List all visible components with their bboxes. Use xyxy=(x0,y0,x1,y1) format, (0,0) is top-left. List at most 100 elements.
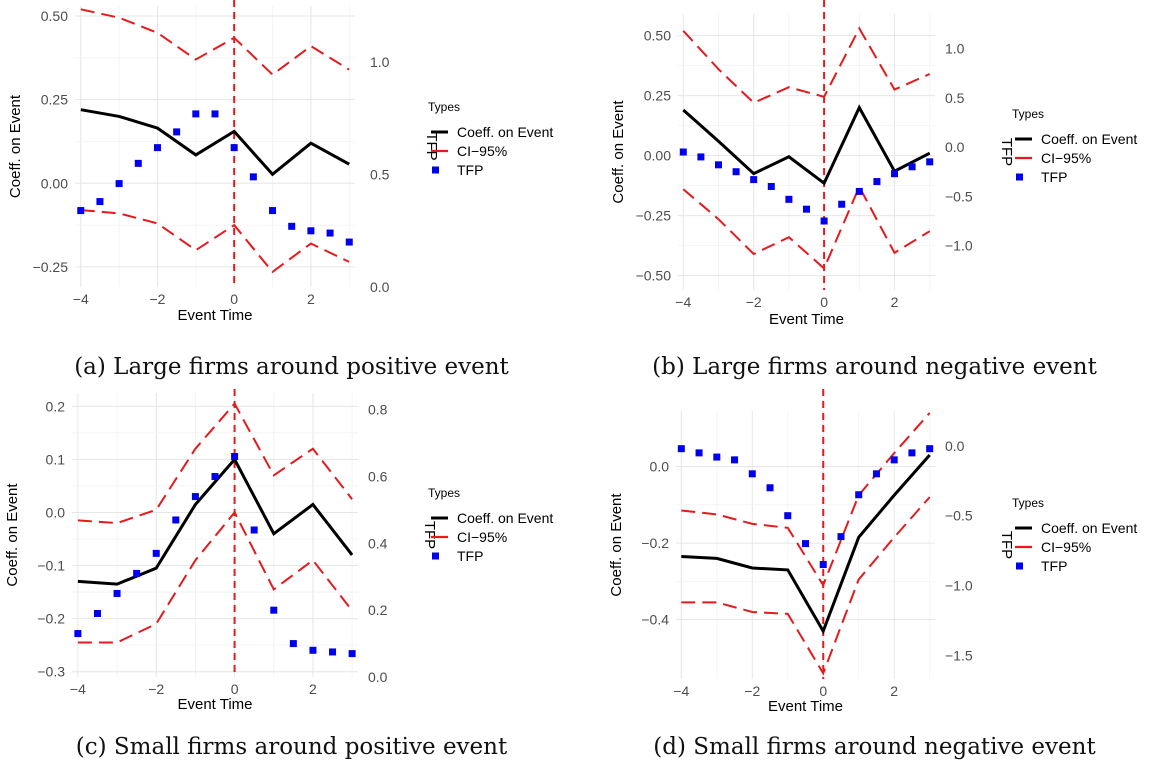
x-tick-label: −2 xyxy=(744,683,760,699)
x-axis-title: Event Time xyxy=(769,311,844,328)
tfp-point xyxy=(908,163,916,171)
y-axis-title: Coeff. on Event xyxy=(608,493,625,597)
legend-title: Types xyxy=(428,100,460,114)
tfp-point xyxy=(192,110,200,118)
chart-d: −0.4 −0.2 0.0 −1.5 −1.0 −0.5 0.0 −4 −2 0 2 Event Ti… xyxy=(608,389,1137,715)
tfp-point xyxy=(803,205,810,213)
tfp-point xyxy=(926,158,934,166)
tfp-point xyxy=(326,229,334,237)
y-tick-label: 0.25 xyxy=(644,88,671,104)
tfp-point xyxy=(211,110,219,118)
grid xyxy=(678,14,935,290)
x-tick-label: 0 xyxy=(820,294,828,310)
x-axis-title: Event Time xyxy=(177,696,252,713)
y2-tick-label: 0.5 xyxy=(370,167,390,183)
legend-label: TFP xyxy=(1041,169,1067,185)
tfp-point xyxy=(309,646,317,654)
tfp-point xyxy=(93,610,101,618)
caption-b: (b) Large firms around negative event xyxy=(652,354,1097,380)
tfp-point xyxy=(270,606,278,614)
tfp-point xyxy=(872,470,880,478)
tfp-point xyxy=(873,178,881,186)
tfp-point xyxy=(172,516,180,524)
y2-tick-label: 1.0 xyxy=(370,54,390,70)
tfp-point xyxy=(855,187,863,195)
tfp-point xyxy=(250,526,258,534)
ci-upper-line xyxy=(77,401,353,525)
tfp-point xyxy=(77,207,85,215)
y-tick-label: 0.2 xyxy=(46,398,66,414)
y2-tick-label: 0.6 xyxy=(368,469,388,485)
tfp-point xyxy=(113,589,121,597)
y-tick-label: −0.25 xyxy=(33,259,69,275)
tfp-point xyxy=(677,445,685,453)
y-tick-label: 0.00 xyxy=(644,148,671,164)
y2-tick-label: −0.5 xyxy=(945,188,973,204)
tfp-point xyxy=(767,183,775,190)
y2-tick-label: 0.0 xyxy=(370,279,390,295)
x-tick-label: −2 xyxy=(746,294,762,310)
y2-tick-label: 0.0 xyxy=(368,669,388,685)
legend-label: CI−95% xyxy=(457,143,507,159)
y2-tick-label: 0.2 xyxy=(368,602,388,618)
legend-label: CI−95% xyxy=(1041,150,1091,166)
legend-key-tfp xyxy=(432,552,439,560)
tfp-point xyxy=(748,470,756,478)
ci-lower-line xyxy=(77,510,353,644)
y-tick-label: −0.4 xyxy=(641,612,669,628)
tfp-point xyxy=(713,453,721,461)
y2-tick-label: 0.4 xyxy=(368,535,388,551)
y-tick-label: −0.3 xyxy=(37,664,65,680)
x-tick-label: −2 xyxy=(148,681,164,697)
tfp-point xyxy=(837,533,845,541)
tfp-point xyxy=(115,180,123,188)
tfp-point xyxy=(750,176,758,184)
x-tick-label: 0 xyxy=(819,683,827,699)
tfp-point xyxy=(838,200,846,208)
y2-tick-label: −0.5 xyxy=(945,508,973,524)
tfp-point xyxy=(820,217,828,225)
y2-tick-label: 0.0 xyxy=(945,438,965,454)
tfp-point xyxy=(679,148,687,156)
y2-tick-label: 0.0 xyxy=(945,139,965,155)
ci-upper-line xyxy=(681,412,931,588)
y-tick-label: −0.2 xyxy=(641,535,669,551)
legend-label: CI−95% xyxy=(1041,539,1091,555)
legend-title: Types xyxy=(1012,107,1044,121)
tfp-point xyxy=(134,159,142,167)
tfp-point xyxy=(249,173,257,181)
x-tick-label: −4 xyxy=(673,683,689,699)
y-tick-label: 0.0 xyxy=(650,459,670,475)
y-axis-title: Coeff. on Event xyxy=(610,100,627,204)
x-tick-label: 2 xyxy=(890,683,898,699)
tfp-point xyxy=(855,491,863,499)
legend-label: Coeff. on Event xyxy=(1041,131,1137,147)
legend-label: Coeff. on Event xyxy=(457,124,553,140)
tfp-point xyxy=(766,484,774,492)
y2-axis-title: TFP xyxy=(423,132,440,160)
legend-label: TFP xyxy=(457,548,483,564)
coeff-line xyxy=(77,456,354,586)
legend: Types Coeff. on Event CI−95% TFP xyxy=(1012,496,1137,574)
x-tick-label: 2 xyxy=(891,294,899,310)
legend-title: Types xyxy=(1012,496,1044,510)
legend-label: TFP xyxy=(457,162,483,178)
coeff-line xyxy=(682,104,931,186)
tfp-point xyxy=(890,456,898,464)
chart-c: −0.3 −0.2 −0.1 0.0 0.1 0.2 0.0 0.2 0.4 0.6 0.8 −4 −2… xyxy=(4,389,553,713)
y-tick-label: −0.25 xyxy=(636,208,672,224)
tfp-point xyxy=(211,473,219,481)
tfp-point xyxy=(784,512,792,520)
tfp-point xyxy=(230,144,238,152)
y2-axis-title: TFP xyxy=(998,138,1015,166)
ci-upper-line xyxy=(682,26,931,104)
y2-tick-label: −1.0 xyxy=(945,577,973,593)
x-tick-label: 2 xyxy=(309,681,317,697)
legend-title: Types xyxy=(428,486,460,500)
panel-c: −0.3 −0.2 −0.1 0.0 0.1 0.2 0.0 0.2 0.4 0.6 0.8 −4 −2… xyxy=(0,389,583,778)
x-axis-title: Event Time xyxy=(768,698,843,715)
y-tick-label: −0.1 xyxy=(37,558,65,574)
x-tick-label: −4 xyxy=(73,291,89,307)
x-tick-label: −2 xyxy=(149,291,165,307)
